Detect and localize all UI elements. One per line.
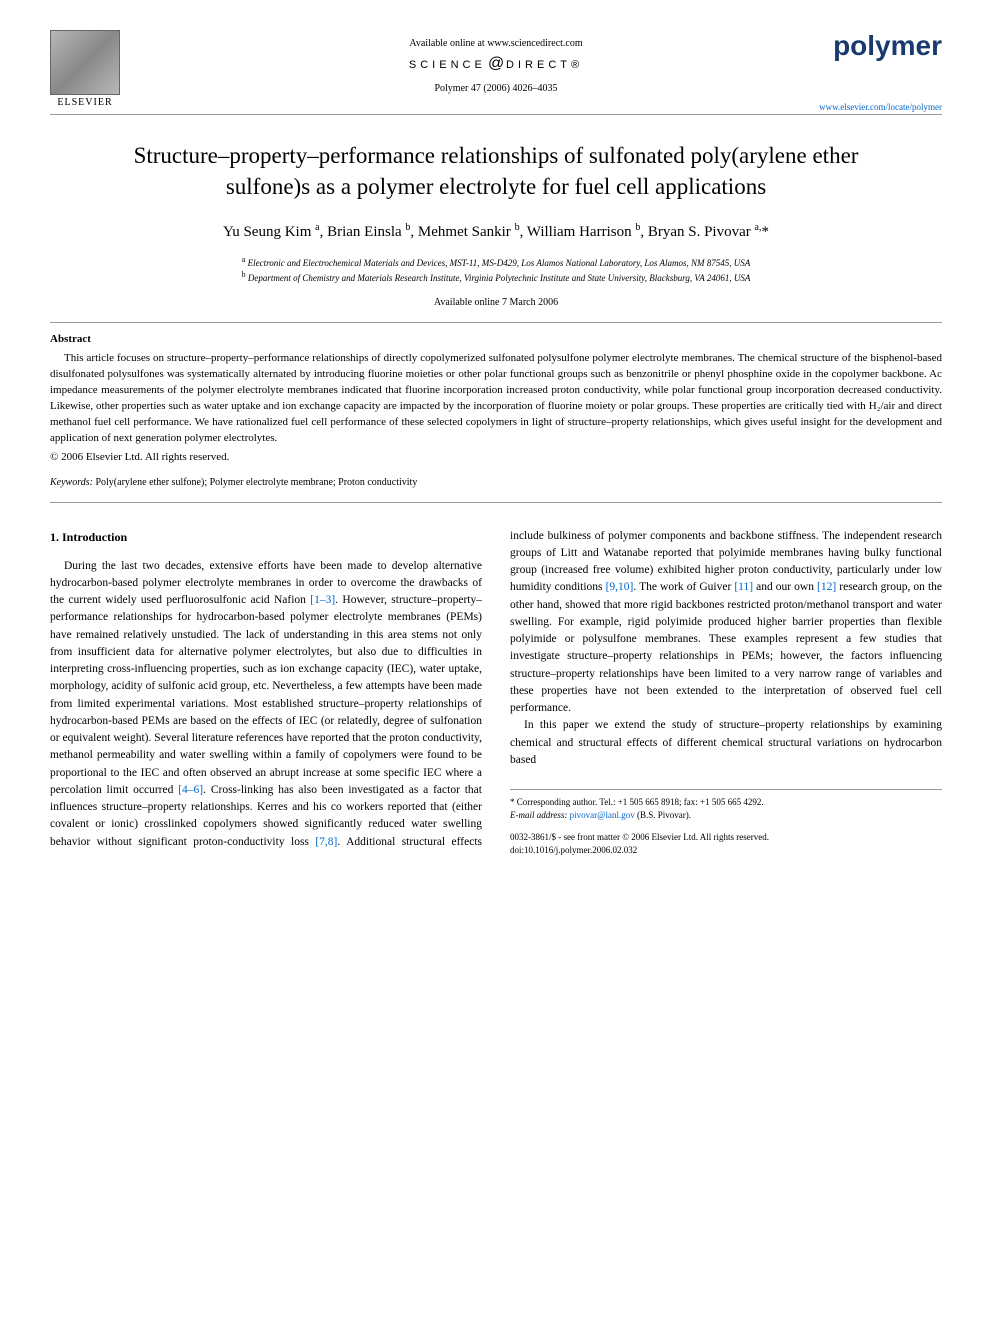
intro-para-2: In this paper we extend the study of str… <box>510 717 942 769</box>
abstract-copyright: © 2006 Elsevier Ltd. All rights reserved… <box>50 451 942 463</box>
divider <box>50 502 942 503</box>
abstract-section: Abstract This article focuses on structu… <box>50 333 942 463</box>
section-heading-intro: 1. Introduction <box>50 528 482 546</box>
abstract-heading: Abstract <box>50 333 942 345</box>
at-icon: @ <box>486 55 506 72</box>
email-link[interactable]: pivovar@lanl.gov <box>570 810 635 820</box>
journal-name: polymer <box>819 30 942 62</box>
header-center: Available online at www.sciencedirect.co… <box>50 30 942 94</box>
citation: Polymer 47 (2006) 4026–4035 <box>50 83 942 94</box>
publisher-name: ELSEVIER <box>50 97 120 108</box>
available-date: Available online 7 March 2006 <box>50 297 942 308</box>
sciencedirect-logo: SCIENCE@DIRECT® <box>50 55 942 73</box>
corresponding-author: * Corresponding author. Tel.: +1 505 665… <box>510 796 942 809</box>
ref-link[interactable]: [1–3] <box>310 594 335 606</box>
affiliations: a Electronic and Electrochemical Materia… <box>50 255 942 283</box>
sd-right: DIRECT® <box>506 59 583 71</box>
ref-link[interactable]: [9,10] <box>606 581 634 593</box>
abstract-text: This article focuses on structure–proper… <box>50 351 942 447</box>
journal-url[interactable]: www.elsevier.com/locate/polymer <box>819 102 942 112</box>
keywords-line: Keywords: Poly(arylene ether sulfone); P… <box>50 477 942 488</box>
email-line: E-mail address: pivovar@lanl.gov (B.S. P… <box>510 809 942 822</box>
doi-line: doi:10.1016/j.polymer.2006.02.032 <box>510 844 942 857</box>
elsevier-tree-icon <box>50 30 120 95</box>
publisher-logo: ELSEVIER <box>50 30 120 115</box>
authors-line: Yu Seung Kim a, Brian Einsla b, Mehmet S… <box>50 222 942 241</box>
ref-link[interactable]: [7,8] <box>315 836 337 848</box>
front-matter-line: 0032-3861/$ - see front matter © 2006 El… <box>510 831 942 844</box>
keywords-label: Keywords: <box>50 477 93 488</box>
email-label: E-mail address: <box>510 810 567 820</box>
article-title: Structure–property–performance relations… <box>90 140 902 202</box>
footnote-section: * Corresponding author. Tel.: +1 505 665… <box>510 789 942 856</box>
ref-link[interactable]: [12] <box>817 581 836 593</box>
affiliation-a: a Electronic and Electrochemical Materia… <box>50 255 942 268</box>
ref-link[interactable]: [11] <box>734 581 753 593</box>
available-online-text: Available online at www.sciencedirect.co… <box>50 38 942 49</box>
affiliation-b: b Department of Chemistry and Materials … <box>50 270 942 283</box>
keywords-text: Poly(arylene ether sulfone); Polymer ele… <box>95 477 417 488</box>
journal-logo-block: polymer www.elsevier.com/locate/polymer <box>819 30 942 112</box>
header-section: ELSEVIER Available online at www.science… <box>50 30 942 115</box>
column-content: 1. Introduction During the last two deca… <box>50 528 942 857</box>
body-two-column: 1. Introduction During the last two deca… <box>50 528 942 857</box>
divider <box>50 322 942 323</box>
ref-link[interactable]: [4–6] <box>178 784 203 796</box>
sd-left: SCIENCE <box>409 59 486 71</box>
email-person: (B.S. Pivovar). <box>637 810 691 820</box>
